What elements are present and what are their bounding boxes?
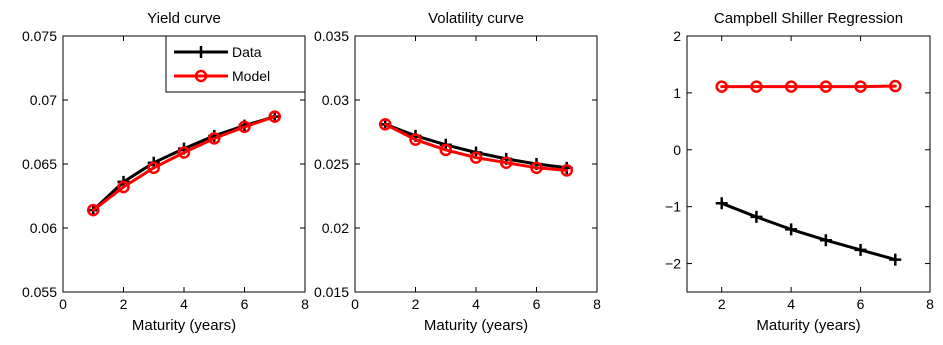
plot-area [686, 35, 931, 293]
x-tick-label: 6 [241, 296, 249, 312]
data-point [854, 80, 867, 93]
y-tick-label: 0.07 [30, 92, 57, 108]
x-axis-label: Maturity (years) [756, 317, 860, 334]
data-point [784, 80, 798, 93]
series-model [715, 79, 902, 93]
chart-title: Campbell Shiller Regression [714, 10, 903, 27]
x-tick-label: 4 [180, 296, 188, 312]
data-point [177, 146, 191, 159]
y-tick-label: 0.035 [314, 28, 349, 44]
chart-2: Volatility curve 0 2 4 6 8 0.015 0.02 0.025 0.03 0… [314, 10, 601, 334]
series-line [720, 84, 897, 89]
data-point [439, 143, 452, 157]
y-tick-label: 0.055 [22, 284, 57, 300]
x-tick-label: 4 [472, 296, 480, 312]
x-tick-label: 0 [351, 296, 359, 312]
data-point [238, 120, 251, 134]
data-point [560, 164, 573, 177]
data-point [500, 156, 513, 169]
data-point [147, 161, 160, 175]
data-point [409, 133, 422, 146]
data-point [469, 151, 483, 164]
data-point [268, 110, 281, 123]
y-tick-label: 0.03 [322, 92, 349, 108]
x-tick-label: 6 [533, 296, 541, 312]
series-model [87, 110, 281, 217]
series-line [383, 122, 569, 170]
data-point [889, 79, 902, 93]
series-data [379, 118, 573, 174]
chart-title: Volatility curve [428, 10, 524, 27]
data-point [819, 80, 833, 93]
legend-box [165, 35, 306, 93]
x-tick-label: 2 [718, 296, 726, 312]
legend: Data Model [165, 35, 306, 93]
data-point [117, 180, 130, 194]
legend-label: Model [232, 68, 270, 84]
plot-area [354, 35, 598, 293]
y-tick-label: 0.02 [322, 220, 349, 236]
chart-3: Campbell Shiller Regression 2 4 6 8 −2 −1 0 1 2 Ma… [665, 10, 934, 334]
data-point [750, 80, 763, 93]
x-axis-label: Maturity (years) [132, 317, 236, 334]
x-tick-label: 0 [59, 296, 67, 312]
data-point [530, 161, 543, 175]
y-tick-label: 0 [673, 142, 681, 158]
data-point [750, 210, 763, 223]
y-tick-label: −1 [665, 199, 681, 215]
y-tick-label: 1 [673, 85, 681, 101]
y-tick-label: −2 [665, 256, 681, 272]
series-line [383, 122, 569, 172]
data-point [715, 80, 728, 93]
x-axis-label: Maturity (years) [424, 317, 528, 334]
series-data [715, 197, 902, 266]
y-tick-label: 0.015 [314, 284, 349, 300]
y-tick-label: 0.065 [22, 156, 57, 172]
data-point [208, 132, 221, 145]
data-point [715, 197, 728, 210]
data-point [889, 253, 902, 266]
y-tick-label: 2 [673, 28, 681, 44]
legend-marker [194, 69, 208, 83]
series-line [720, 201, 897, 262]
data-point [87, 203, 100, 217]
y-tick-label: 0.075 [22, 28, 57, 44]
legend-marker [195, 46, 207, 58]
chart-1: Yield curve 0 2 4 6 8 0.055 0.06 0.065 0.07 0.075 M… [22, 10, 309, 334]
chart-title: Yield curve [147, 10, 221, 27]
x-tick-label: 2 [412, 296, 420, 312]
data-point [785, 223, 798, 236]
series-line [91, 115, 277, 212]
y-tick-label: 0.025 [314, 156, 349, 172]
legend-label: Data [232, 44, 262, 60]
y-tick-label: 0.06 [30, 220, 57, 236]
x-tick-label: 2 [120, 296, 128, 312]
x-tick-label: 8 [593, 296, 601, 312]
x-tick-label: 6 [857, 296, 865, 312]
data-point [854, 243, 867, 256]
x-tick-label: 8 [301, 296, 309, 312]
series-data [87, 110, 281, 217]
data-point [819, 234, 832, 247]
x-tick-label: 8 [926, 296, 934, 312]
x-tick-label: 4 [787, 296, 795, 312]
series-model [379, 118, 573, 177]
data-point [379, 118, 392, 131]
